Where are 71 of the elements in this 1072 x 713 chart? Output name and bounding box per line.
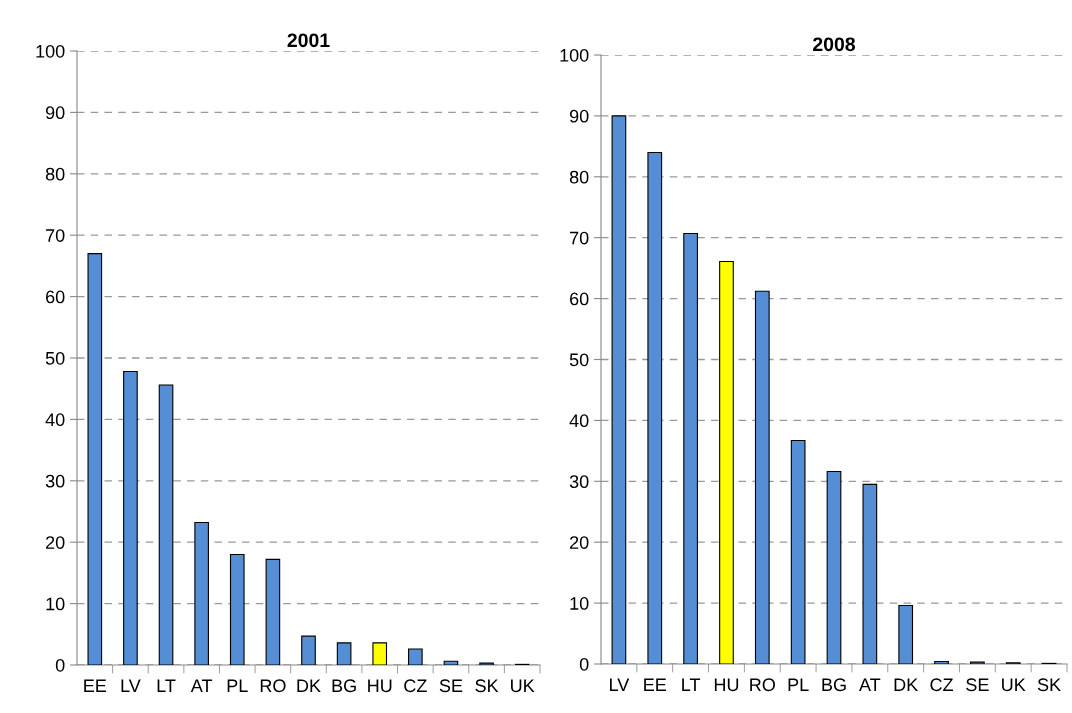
y-tick-label: 10 xyxy=(46,597,65,611)
x-tick-label: SE xyxy=(966,678,989,692)
y-tick-label: 50 xyxy=(45,351,65,365)
bar xyxy=(934,661,949,664)
x-tick-label: PL xyxy=(788,678,809,691)
bar xyxy=(336,642,352,665)
x-tick-label: HU xyxy=(368,679,392,693)
x-tick-label: EE xyxy=(84,679,107,692)
y-tick-label: 0 xyxy=(579,657,589,671)
x-tick-label: DK xyxy=(297,679,321,692)
x-tick-label: EE xyxy=(644,678,667,691)
x-tick-label: UK xyxy=(1002,678,1026,692)
bar xyxy=(229,553,245,665)
bar xyxy=(265,558,281,665)
bar xyxy=(754,290,770,664)
bar xyxy=(790,439,806,664)
chart-title: 2008 xyxy=(813,37,856,52)
y-tick-label: 60 xyxy=(570,292,589,306)
bar xyxy=(683,232,698,664)
y-tick-label: 100 xyxy=(560,48,589,62)
x-tick-label: HU xyxy=(714,678,739,692)
x-tick-label: CZ xyxy=(404,679,427,693)
x-tick-label: LV xyxy=(610,678,630,691)
x-tick-label: RO xyxy=(750,678,775,692)
y-tick-label: 20 xyxy=(46,536,65,549)
bar xyxy=(123,370,138,665)
x-tick-label: BG xyxy=(332,679,356,693)
bar xyxy=(647,151,663,664)
y-tick-label: 80 xyxy=(45,167,65,181)
y-tick-label: 50 xyxy=(569,353,589,367)
chart-title: 2001 xyxy=(287,33,330,48)
y-tick-label: 70 xyxy=(46,229,65,242)
bar xyxy=(898,604,914,664)
bar xyxy=(158,384,174,665)
y-tick-label: 90 xyxy=(45,106,65,120)
bar xyxy=(372,642,388,665)
x-tick-label: SE xyxy=(439,679,463,693)
y-tick-label: 0 xyxy=(55,658,65,672)
x-tick-label: PL xyxy=(227,679,248,692)
x-tick-label: DK xyxy=(894,678,919,691)
bar xyxy=(87,253,103,665)
x-tick-label: SK xyxy=(1037,678,1061,692)
x-tick-label: LT xyxy=(682,678,701,691)
x-tick-label: AT xyxy=(190,679,213,692)
x-tick-label: BG xyxy=(822,678,846,692)
y-tick-label: 60 xyxy=(46,290,65,304)
y-tick-label: 100 xyxy=(36,44,65,58)
bar xyxy=(611,115,627,664)
y-tick-label: 90 xyxy=(569,109,589,123)
y-tick-label: 30 xyxy=(45,474,65,488)
bar xyxy=(301,635,316,665)
y-tick-label: 40 xyxy=(569,414,589,428)
bar xyxy=(443,660,459,665)
y-tick-label: 30 xyxy=(569,475,589,489)
y-tick-label: 80 xyxy=(569,170,589,184)
y-tick-label: 40 xyxy=(45,413,65,427)
x-tick-label: SK xyxy=(475,679,499,693)
x-tick-label: LT xyxy=(157,679,176,692)
x-tick-label: RO xyxy=(260,679,286,693)
x-tick-label: CZ xyxy=(930,678,954,692)
x-tick-label: AT xyxy=(859,678,881,691)
bar xyxy=(719,260,734,664)
bar xyxy=(408,648,423,665)
y-tick-label: 70 xyxy=(570,231,589,245)
x-tick-label: UK xyxy=(511,679,535,693)
x-tick-label: LV xyxy=(121,679,141,692)
bar xyxy=(194,521,209,665)
y-tick-label: 20 xyxy=(570,536,589,549)
bar xyxy=(826,471,842,664)
bar xyxy=(862,483,878,664)
y-tick-label: 10 xyxy=(570,597,589,610)
